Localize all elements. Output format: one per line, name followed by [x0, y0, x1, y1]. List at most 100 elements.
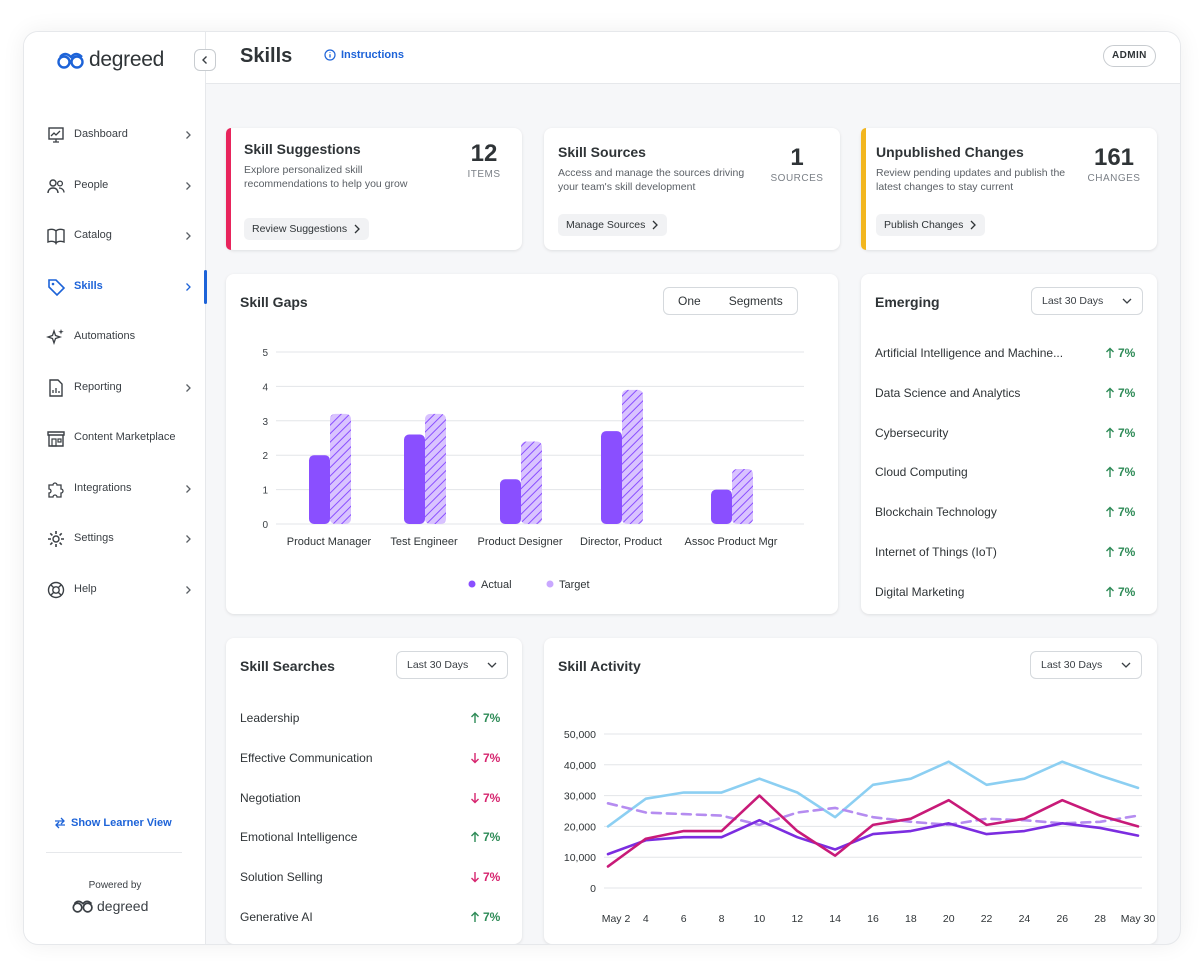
x-tick-label: 18	[905, 913, 917, 925]
list-item-name: Solution Selling	[240, 870, 323, 885]
dropdown-value: Last 30 Days	[407, 659, 469, 671]
trend-value: 7%	[1105, 545, 1135, 559]
legend-label: Target	[559, 579, 590, 591]
button-label: Publish Changes	[884, 219, 964, 231]
puzzle-icon	[48, 481, 64, 498]
sidebar-item-settings[interactable]: Settings	[24, 522, 206, 556]
sidebar-item-label: Catalog	[74, 229, 112, 241]
sidebar-item-dashboard[interactable]: Dashboard	[24, 118, 206, 152]
emerging-range-dropdown[interactable]: Last 30 Days	[1031, 287, 1143, 315]
arrow-up-icon	[1106, 466, 1114, 478]
x-tick-label: May 30	[1121, 913, 1156, 925]
degreed-logo[interactable]: degreed	[57, 48, 164, 72]
x-tick-label: 8	[719, 913, 725, 925]
target-bar	[425, 413, 446, 524]
target-bar	[330, 413, 351, 524]
manage-sources-button[interactable]: Manage Sources	[558, 214, 668, 236]
chevron-down-icon	[1122, 298, 1132, 304]
card-title: Skill Suggestions	[244, 141, 361, 157]
x-tick-label: 22	[981, 913, 993, 925]
review-suggestions-button[interactable]: Review Suggestions	[244, 218, 370, 240]
list-item-name: Generative AI	[240, 910, 313, 924]
card-unit: ITEMS	[467, 169, 501, 180]
x-tick-label: 10	[754, 913, 766, 925]
y-tick-label: 20,000	[564, 821, 596, 833]
list-item-name: Artificial Intelligence and Machine...	[875, 346, 1064, 360]
chevron-right-icon	[186, 181, 191, 190]
arrow-down-icon	[471, 752, 479, 764]
sidebar-item-automations[interactable]: Automations	[24, 320, 206, 354]
card-count: 1	[790, 144, 804, 171]
y-tick-label: 4	[262, 382, 268, 393]
sidebar-item-label: Help	[74, 582, 97, 595]
trend-percent: 7%	[483, 830, 501, 845]
chevron-left-icon	[202, 56, 207, 64]
trend-value: 7%	[1105, 386, 1135, 400]
skill-searches-card: Skill Searches Last 30 Days Leadership 7%…	[226, 638, 522, 944]
publish-changes-button[interactable]: Publish Changes	[876, 214, 986, 236]
trend-value: 7%	[1105, 465, 1135, 479]
skill-gaps-chart: 0 1 2 3 4 5 Product Manager Test Engineer Produc…	[262, 348, 804, 591]
legend-marker	[546, 580, 554, 588]
sidebar-item-catalog[interactable]: Catalog	[24, 219, 206, 253]
x-tick-label: 26	[1056, 913, 1068, 925]
y-tick-label: 2	[262, 451, 268, 462]
toggle-segments[interactable]: Segments	[728, 294, 783, 308]
page-title: Skills	[240, 45, 293, 67]
toggle-one[interactable]: One	[678, 294, 701, 308]
trend-value: 7%	[1105, 585, 1135, 599]
x-tick-label: 14	[829, 913, 841, 925]
y-tick-label: 0	[590, 883, 596, 895]
trend-percent: 7%	[1118, 346, 1136, 360]
chevron-right-icon	[186, 232, 191, 240]
button-label: Manage Sources	[566, 219, 646, 231]
sidebar-item-skills[interactable]: Skills	[24, 269, 207, 304]
chevron-right-icon	[186, 383, 191, 392]
list-item-name: Blockchain Technology	[875, 505, 997, 520]
instructions-link[interactable]: Instructions	[324, 49, 404, 61]
footer-logo-text: degreed	[97, 898, 149, 914]
trend-value: 7%	[1105, 426, 1135, 440]
trend-percent: 7%	[1118, 385, 1136, 400]
sidebar-item-label: Skills	[74, 279, 103, 292]
activity-range-dropdown[interactable]: Last 30 Days	[1030, 651, 1142, 679]
sidebar-item-reporting[interactable]: Reporting	[24, 371, 206, 405]
skill-gaps-view-toggle: One Segments	[663, 287, 798, 315]
x-tick-label: Assoc Product Mgr	[685, 536, 778, 548]
card-title: Skill Sources	[558, 144, 646, 160]
trend-value: 7%	[470, 751, 500, 765]
target-bar	[521, 441, 542, 524]
sidebar-item-label: Settings	[74, 532, 114, 544]
sidebar-item-content-marketplace[interactable]: Content Marketplace	[24, 421, 206, 455]
legend-label: Actual	[481, 579, 512, 591]
y-tick-label: 30,000	[564, 791, 596, 803]
show-learner-view-link[interactable]: Show Learner View	[54, 817, 172, 829]
collapse-sidebar-button[interactable]	[194, 49, 216, 71]
chevron-right-icon	[186, 282, 191, 291]
arrow-up-icon	[1106, 586, 1114, 597]
x-tick-label: Director, Product	[580, 536, 662, 548]
actual-bar	[711, 489, 732, 524]
sidebar-item-integrations[interactable]: Integrations	[24, 472, 206, 506]
sidebar-item-help[interactable]: Help	[24, 573, 206, 607]
series-line-shares	[606, 794, 1140, 868]
skill-suggestions-card: Skill Suggestions Explore personalized s…	[226, 128, 522, 250]
actual-bar	[309, 455, 330, 524]
y-tick-label: 1	[262, 486, 268, 497]
trend-value: 7%	[470, 870, 500, 884]
trend-percent: 7%	[483, 711, 501, 725]
card-unit: SOURCES	[770, 173, 824, 184]
sidebar-item-people[interactable]: People	[24, 169, 206, 203]
trend-value: 7%	[470, 830, 500, 844]
x-tick-label: 6	[681, 913, 687, 925]
arrow-up-icon	[471, 911, 479, 922]
dropdown-value: Last 30 Days	[1042, 295, 1104, 307]
trend-percent: 7%	[483, 910, 501, 924]
skill-searches-title: Skill Searches	[240, 658, 335, 674]
chevron-down-icon	[487, 662, 497, 668]
trend-percent: 7%	[483, 750, 501, 765]
searches-range-dropdown[interactable]: Last 30 Days	[396, 651, 508, 679]
list-item-name: Data Science and Analytics	[875, 385, 1021, 400]
card-accent	[226, 128, 231, 250]
x-tick-label: 16	[867, 913, 879, 925]
